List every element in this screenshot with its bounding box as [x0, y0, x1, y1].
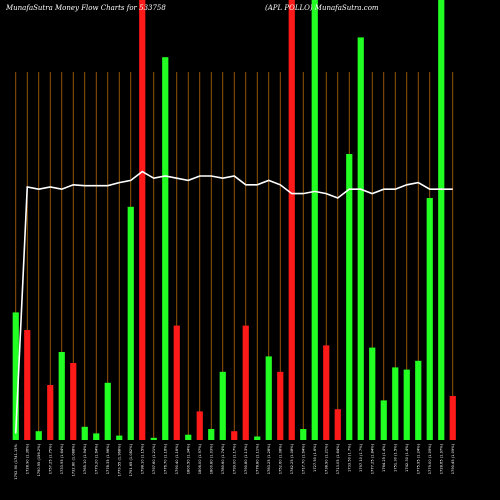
x-tick-label: 1790.40 (1.16%): [175, 443, 179, 474]
x-tick-label: 1727.50 (1.6%): [313, 443, 317, 472]
x-tick-label: 1790.95 (156.2%): [37, 443, 41, 476]
bar: [58, 352, 65, 440]
x-tick-label: 1790.80 (1.13%): [244, 443, 248, 474]
bar: [219, 371, 226, 440]
x-tick-label: 1733.95 (1.64%): [60, 443, 64, 474]
bar: [127, 206, 134, 440]
bar: [208, 429, 215, 440]
bar: [380, 400, 387, 440]
bar: [81, 426, 88, 440]
chart-title-right: (APL POLLO) MunafaSutra.com: [265, 4, 379, 12]
x-tick-label: 1717.70 (1.64%): [302, 443, 306, 474]
bar: [334, 409, 341, 440]
x-tick-label: 1738.90 (1.21%): [325, 443, 329, 474]
x-tick-label: 1764.25 (1.4%): [382, 443, 386, 472]
x-tick-label: 1800.50 (1.34%): [187, 443, 191, 474]
bar: [150, 437, 157, 440]
bar: [392, 367, 399, 440]
bar: [93, 433, 100, 440]
chart-title: MunafaSutra Money Flow Charts for 533758: [5, 4, 166, 12]
line-series: [14, 170, 453, 434]
x-tick-labels: 1792.90 (1741.15% 1728.90 (1.36%) 1790.95 …: [14, 443, 455, 479]
x-tick-label: 1742.25 (1.08%): [290, 443, 294, 474]
x-tick-label: 1797.10 (1.7%): [359, 443, 363, 472]
x-tick-label: 1757.25 (1.75%): [49, 443, 53, 474]
x-tick-label: 1765.10 (1.94%): [83, 443, 87, 474]
x-tick-label: 1778.80 (1.11%): [256, 443, 260, 474]
x-tick-label: 1728.90 (1.36%): [26, 443, 30, 474]
bar: [231, 431, 238, 440]
bar: [47, 385, 54, 440]
x-tick-label: 1742.30 (1.4%): [405, 443, 409, 472]
x-tick-label: 1728.65 (1.97%): [440, 443, 444, 474]
bar: [254, 436, 261, 440]
bar: [415, 360, 422, 440]
bar: [346, 154, 353, 440]
x-tick-label: 1713.05 (1.64%): [336, 443, 340, 474]
x-tick-label: 1806.00 (1.97%): [198, 443, 202, 474]
x-tick-label: 1733.50 (1.7%): [348, 443, 352, 472]
x-tick-label: 1799.00 (1.17%): [233, 443, 237, 474]
bar: [311, 0, 318, 440]
bar: [116, 435, 123, 440]
x-tick-label: 1790.45 (1.09%): [451, 443, 455, 474]
bar: [70, 363, 77, 440]
x-tick-label: 1779.00 (1.09%): [428, 443, 432, 474]
bar: [369, 347, 376, 440]
bar: [162, 57, 169, 440]
bar: [12, 312, 19, 440]
x-tick-label: 1800.80 (1.03%): [210, 443, 214, 474]
x-tick-label: 1779.55 (1.968%): [118, 443, 122, 476]
bar: [277, 371, 284, 440]
x-tick-label: 1732.80 (1.088%): [72, 443, 76, 476]
bar: [357, 37, 364, 441]
bar: [265, 356, 272, 440]
x-tick-label: 1798.10 (1.15%): [141, 443, 145, 474]
bar: [449, 396, 456, 440]
bar: [242, 325, 249, 440]
bar: [196, 411, 203, 440]
bar: [403, 369, 410, 440]
bar: [426, 198, 433, 440]
x-tick-label: 1791.65 (1.082%): [129, 443, 133, 476]
bar: [288, 0, 295, 440]
x-tick-label: 1778.35 (1.96%): [106, 443, 110, 474]
x-tick-label: 1776.70 (1.16%): [164, 443, 168, 474]
bar: [35, 431, 42, 440]
bar: [185, 434, 192, 440]
x-tick-label: 1780.60 (1.74%): [221, 443, 225, 474]
bar: [300, 429, 307, 440]
bar: [104, 382, 111, 440]
money-flow-line: [14, 170, 453, 434]
x-tick-label: 1752.60 (1.08%): [279, 443, 283, 474]
x-tick-label: 1783.25 (1.28%): [267, 443, 271, 474]
x-tick-label: 1751.30 (1.5%): [394, 443, 398, 472]
x-tick-label: 1792.90 (1741.15%: [14, 443, 18, 479]
x-tick-label: 1779.20 (1.64%): [95, 443, 99, 474]
bar: [24, 330, 31, 440]
bar-series: [12, 0, 456, 441]
bar: [139, 0, 146, 440]
x-tick-label: 1775.95 (1.24%): [417, 443, 421, 474]
bar: [323, 345, 330, 440]
x-tick-label: 1797.60 (1.21%): [152, 443, 156, 474]
bar: [173, 325, 180, 440]
bar: [438, 0, 445, 440]
x-tick-label: 1777.25 (1.84%): [371, 443, 375, 474]
